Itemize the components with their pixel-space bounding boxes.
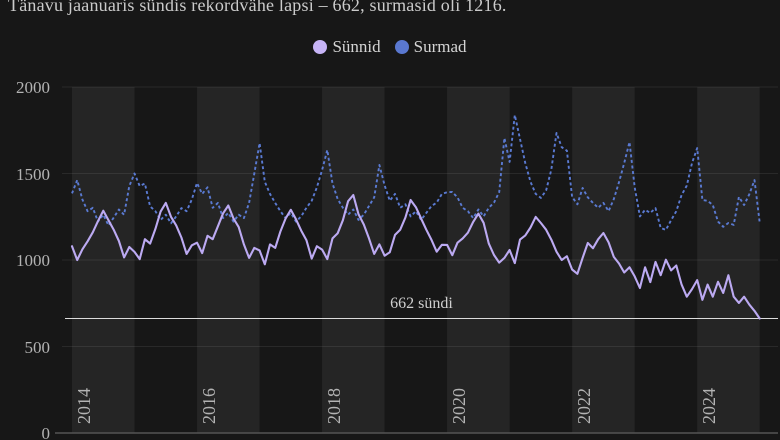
legend: Sünnid Surmad xyxy=(0,36,780,58)
y-tick-label-500: 500 xyxy=(24,337,51,357)
year-band-2020 xyxy=(447,87,510,433)
year-band-2016 xyxy=(197,87,260,433)
annotation-label: 662 sündi xyxy=(390,295,453,313)
y-tick-label-1000: 1000 xyxy=(16,251,50,270)
y-tick-label-1500: 1500 xyxy=(16,164,50,184)
legend-label-births: Sünnid xyxy=(332,37,381,56)
x-tick-label-2014: 2014 xyxy=(74,388,94,424)
legend-label-deaths: Surmad xyxy=(413,37,467,56)
y-tick-label-0: 0 xyxy=(41,424,51,440)
year-band-2014 xyxy=(72,87,135,433)
y-tick-label-2000: 2000 xyxy=(16,78,50,97)
x-tick-label-2022: 2022 xyxy=(574,388,595,424)
x-tick-label-2018: 2018 xyxy=(324,388,345,424)
x-tick-label-2020: 2020 xyxy=(449,388,470,424)
year-band-2024 xyxy=(697,87,760,433)
x-tick-label-2016: 2016 xyxy=(199,388,220,424)
legend-item-births: Sünnid xyxy=(313,37,381,57)
deaths-series-line xyxy=(71,114,761,231)
births-series-line xyxy=(70,193,761,320)
x-tick-label-2024: 2024 xyxy=(699,388,720,424)
year-band-2018 xyxy=(322,87,385,433)
chart-title: Tänavu jaanuaris sündis rekordvähe lapsi… xyxy=(8,0,507,15)
deaths-legend-dot-icon xyxy=(394,40,409,54)
legend-item-deaths: Surmad xyxy=(394,37,467,57)
births-legend-dot-icon xyxy=(313,40,328,54)
